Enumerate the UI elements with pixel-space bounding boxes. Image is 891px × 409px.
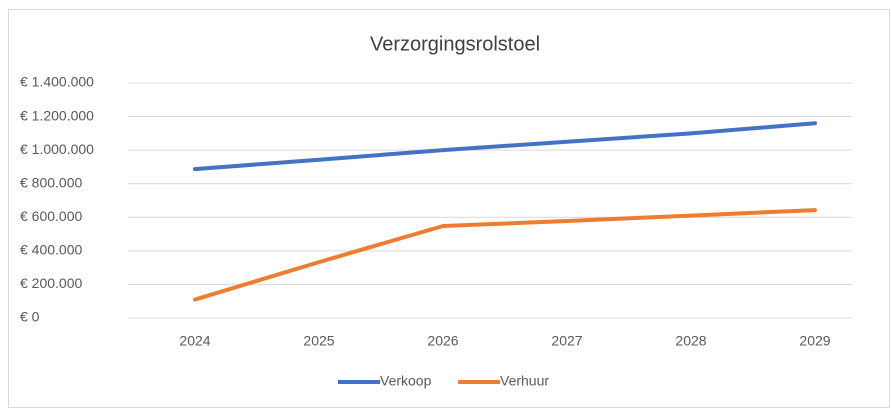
x-tick-label: 2025 [303, 333, 334, 349]
chart-frame [8, 9, 890, 408]
y-tick-label: € 0 [20, 309, 40, 325]
x-tick-label: 2029 [799, 333, 830, 349]
y-tick-label: € 1.000.000 [20, 141, 94, 157]
y-tick-label: € 800.000 [20, 174, 82, 190]
line-series [193, 208, 817, 302]
x-tick-label: 2024 [179, 333, 210, 349]
x-tick-label: 2027 [551, 333, 582, 349]
line-series [193, 121, 817, 172]
x-tick-label: 2026 [427, 333, 458, 349]
y-tick-label: € 1.200.000 [20, 107, 94, 123]
y-tick-label: € 200.000 [20, 275, 82, 291]
legend-label: Verkoop [380, 373, 432, 389]
legend-label: Verhuur [500, 373, 549, 389]
y-tick-label: € 600.000 [20, 208, 82, 224]
x-tick-label: 2028 [675, 333, 706, 349]
y-tick-label: € 1.400.000 [20, 74, 94, 90]
chart-title: Verzorgingsrolstoel [370, 33, 540, 55]
y-tick-label: € 400.000 [20, 242, 82, 258]
